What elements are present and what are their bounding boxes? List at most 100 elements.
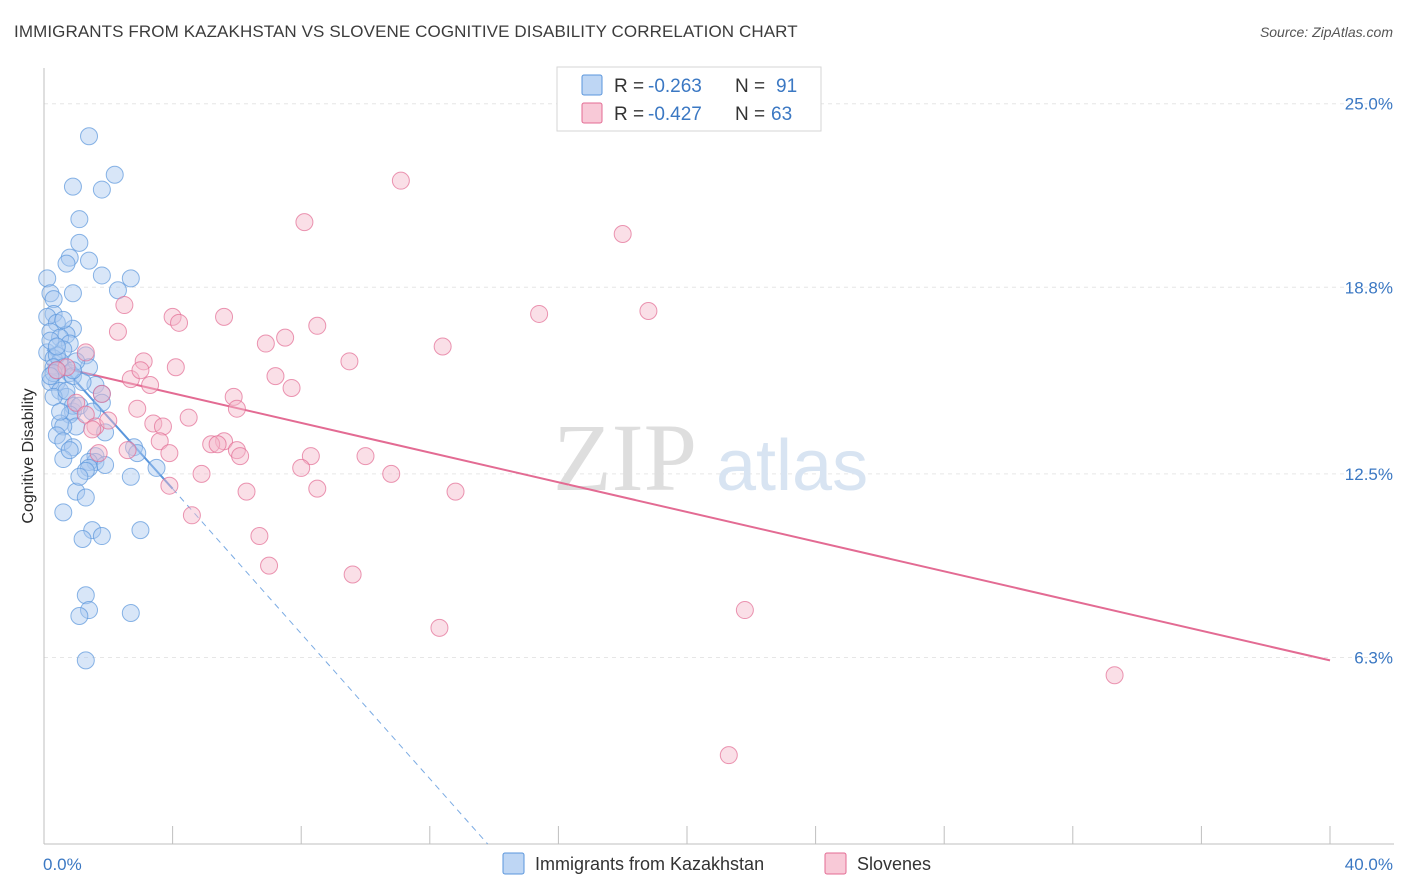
data-point — [121, 604, 140, 623]
data-point — [308, 316, 327, 335]
data-point — [92, 527, 111, 546]
data-point — [153, 417, 172, 436]
data-point — [179, 408, 198, 427]
data-point — [67, 482, 86, 501]
data-point — [128, 399, 147, 418]
bottom-legend-label-kazakhstan: Immigrants from Kazakhstan — [535, 854, 764, 874]
data-point — [80, 601, 99, 620]
data-point — [227, 399, 246, 418]
data-point — [108, 322, 127, 341]
y-axis-title: Cognitive Disability — [20, 388, 37, 523]
data-point — [308, 479, 327, 498]
data-point — [47, 337, 66, 356]
axes — [43, 68, 1394, 845]
data-point — [57, 254, 76, 273]
data-point — [60, 248, 79, 267]
series-kazakhstan — [38, 127, 166, 670]
data-point — [224, 387, 243, 406]
data-point — [231, 447, 250, 466]
y-tick-label: 12.5% — [1345, 465, 1393, 484]
data-point — [141, 376, 160, 395]
data-point — [182, 506, 201, 525]
data-point — [76, 488, 95, 507]
data-point — [170, 313, 189, 332]
data-point — [57, 358, 76, 377]
data-point — [160, 476, 179, 495]
data-point — [63, 177, 82, 196]
data-point — [54, 432, 73, 451]
bottom-legend-swatch-slovenes — [824, 852, 847, 875]
data-point — [54, 503, 73, 522]
data-point — [115, 296, 134, 315]
data-point — [282, 378, 301, 397]
series-slovenes — [47, 171, 1124, 765]
data-point — [266, 367, 285, 386]
data-point — [108, 281, 127, 300]
data-point — [44, 290, 63, 309]
data-point — [70, 467, 89, 486]
trendline-kazakhstan — [46, 348, 174, 490]
legend-swatch-slovenes — [581, 102, 603, 124]
legend-r-label-kazakhstan: R = — [614, 76, 644, 97]
data-point — [719, 746, 738, 765]
data-point — [343, 565, 362, 584]
data-point — [1105, 666, 1124, 685]
data-point — [99, 411, 118, 430]
data-point — [76, 586, 95, 605]
data-point — [166, 358, 185, 377]
legend-swatch-kazakhstan — [581, 74, 603, 96]
x-tick-labels: 0.0% 40.0% — [43, 855, 1393, 874]
data-point — [54, 417, 73, 436]
data-point — [301, 447, 320, 466]
data-point — [131, 521, 150, 540]
data-point — [202, 435, 221, 454]
data-point — [227, 441, 246, 460]
data-point — [340, 352, 359, 371]
data-point — [47, 361, 66, 380]
data-point — [430, 618, 449, 637]
data-point — [70, 233, 89, 252]
data-point — [80, 127, 99, 146]
data-point — [147, 458, 166, 477]
data-point — [433, 337, 452, 356]
data-point — [192, 464, 211, 483]
data-point — [70, 606, 89, 625]
y-tick-label: 18.8% — [1345, 278, 1393, 297]
data-point — [54, 450, 73, 469]
data-point — [38, 269, 57, 288]
x-tick-label: 0.0% — [43, 855, 82, 874]
data-point — [256, 334, 275, 353]
data-point — [160, 444, 179, 463]
data-point — [92, 384, 111, 403]
data-point — [54, 310, 73, 329]
data-point — [67, 393, 86, 412]
legend-n-value-slovenes: 63 — [771, 104, 792, 125]
data-point — [295, 213, 314, 232]
chart-source: Source: ZipAtlas.com — [1259, 24, 1393, 40]
legend-n-label-kazakhstan: N = — [735, 76, 765, 97]
data-point — [208, 435, 227, 454]
data-point — [60, 441, 79, 460]
bottom-legend: Immigrants from Kazakhstan Slovenes — [502, 852, 931, 875]
y-tick-label: 25.0% — [1345, 95, 1393, 114]
data-point — [292, 458, 311, 477]
data-point — [131, 361, 150, 380]
data-point — [76, 405, 95, 424]
legend-r-label-slovenes: R = — [614, 104, 644, 125]
chart-title: IMMIGRANTS FROM KAZAKHSTAN VS SLOVENE CO… — [14, 22, 798, 41]
gridlines — [44, 103, 1394, 658]
data-point — [382, 464, 401, 483]
data-point — [80, 251, 99, 270]
y-tick-label: 6.3% — [1354, 648, 1393, 667]
data-point — [70, 210, 89, 229]
data-point — [530, 304, 549, 323]
data-point — [76, 651, 95, 670]
trendline-extension-kazakhstan — [172, 488, 489, 845]
legend-r-value-slovenes: -0.427 — [648, 104, 702, 125]
data-point — [118, 441, 137, 460]
bottom-legend-label-slovenes: Slovenes — [857, 854, 931, 874]
data-point — [92, 266, 111, 285]
points — [38, 127, 1124, 765]
watermark: ZIP atlas — [553, 404, 868, 511]
